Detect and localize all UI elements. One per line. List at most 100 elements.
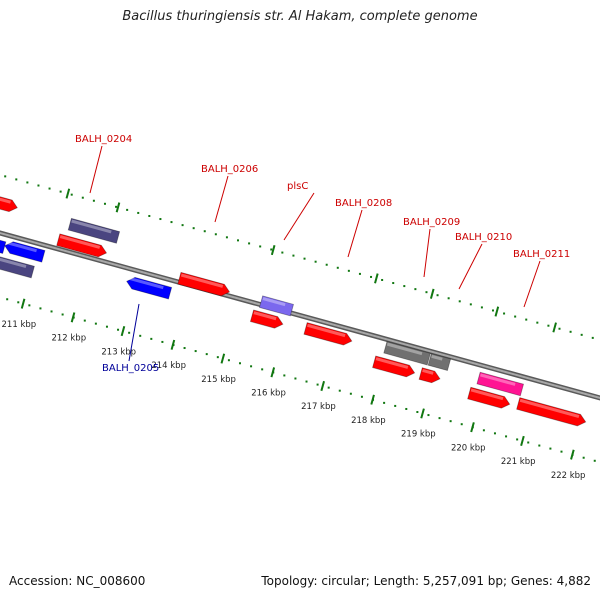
kbp-tick [170,339,176,350]
cds-highlight [431,354,443,361]
inner-track-dot [137,211,140,214]
cds-feature [516,397,587,427]
outer-track-dot [94,322,97,325]
cds-feature [249,309,284,329]
outer-track-dot [516,438,519,441]
kbp-label: 220 kbp [451,443,486,453]
outer-track-dot [128,331,131,334]
kbp-tick [270,367,276,378]
cds-highlight [519,398,580,418]
outer-track-dot [560,450,563,453]
outer-track-dot [527,441,530,444]
cds-shape [427,353,452,372]
inner-track-dot [392,282,395,285]
kbp-tick [70,312,76,323]
kbp-label: 216 kbp [251,389,286,399]
kbp-tick [20,298,26,309]
outer-track-dot [427,414,430,417]
inner-track-tick [429,288,435,299]
outer-track-dot [238,362,241,365]
inner-track-dot [569,330,572,333]
inner-track-dot [503,312,506,315]
cds-highlight [59,235,101,249]
cds-shape [516,397,587,427]
callout-line [214,175,229,223]
kbp-tick [520,435,525,446]
inner-track-dot [148,214,151,217]
cds-highlight [6,241,37,253]
cds-highlight [307,323,346,338]
cds-feature [383,340,431,366]
inner-track-dot [70,193,73,196]
gene-label: BALH_0208 [335,198,392,209]
inner-track-dot [525,318,528,321]
kbp-label: 218 kbp [351,416,386,426]
cds-shape [476,371,525,397]
cds-feature [4,241,46,263]
kbp-tick [220,353,226,364]
outer-track-dot [205,353,208,356]
inner-track-dot [59,190,62,193]
gene-label: BALH_0209 [403,217,460,228]
callout-line [523,260,541,308]
inner-track-dot [270,248,273,251]
callout-line [128,303,140,362]
inner-track-dot [292,254,295,257]
kbp-tick [420,408,425,419]
cds-highlight [180,273,224,288]
outer-track-dot [460,423,463,426]
cds-highlight [0,253,27,269]
kbp-label: 211 kbp [2,320,37,330]
outer-track-dot [305,380,308,383]
inner-track-dot [281,251,284,254]
gene-label: BALH_0204 [75,134,132,145]
kbp-label: 214 kbp [151,361,186,371]
outer-track-dot [261,368,264,371]
outer-track-dot [105,325,108,328]
inner-track-dot [92,199,95,202]
inner-track-dot [480,306,483,309]
outer-track-dot [6,298,9,301]
cds-highlight [470,388,504,401]
inner-track-dot [115,205,118,208]
outer-track-dot [150,337,153,340]
inner-track-dot [259,245,262,248]
inner-track-dot [414,288,417,291]
inner-track-dot [447,297,450,300]
inner-track-dot [237,239,240,242]
tick-tracks [4,175,596,462]
outer-track-dot [593,459,596,462]
inner-track-tick [494,306,500,317]
cds-feature [177,271,231,297]
outer-track-dot [416,411,419,414]
outer-track-dot [50,310,53,313]
cds-shape [56,233,108,258]
backbone-highlight [0,231,600,399]
outer-track-dot [349,392,352,395]
cds-feature [126,276,173,300]
cds-feature [303,322,353,346]
inner-track-tick [270,244,276,256]
gene-label: plsC [287,181,308,192]
callout-line [423,228,431,278]
inner-track-dot [214,233,217,236]
cds-feature [372,355,416,378]
cds-feature [67,217,121,244]
inner-track-dot [15,178,18,181]
outer-track-dot [338,389,341,392]
outer-track-dot [582,456,585,459]
inner-track-dot [170,221,173,224]
outer-track-dot [194,350,197,353]
inner-track-dot [547,324,550,327]
kbp-label: 221 kbp [501,457,536,467]
cds-feature [476,371,525,397]
kbp-tick [320,380,325,392]
cds-highlight [375,357,409,369]
inner-track-dot [336,266,339,269]
outer-track-dot [327,386,330,389]
gene-label: BALH_0206 [201,164,258,175]
inner-track-dot [248,242,251,245]
cds-shape [418,367,441,384]
outer-track-dot [549,447,552,450]
